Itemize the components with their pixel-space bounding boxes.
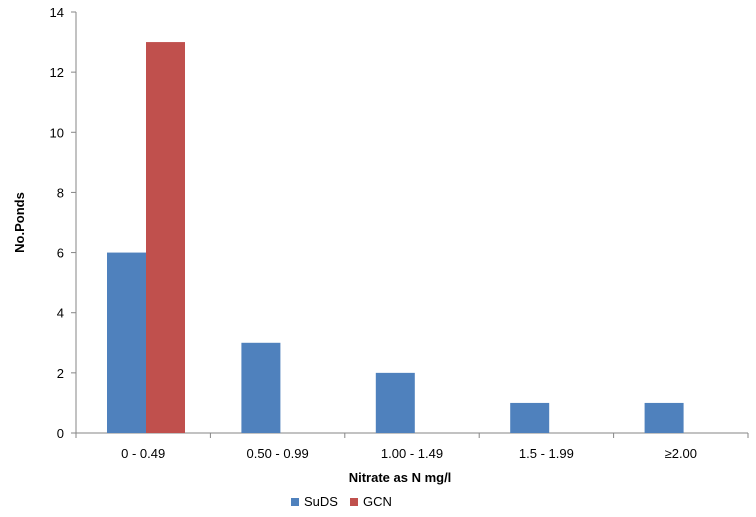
y-tick-label: 12 — [50, 65, 64, 80]
legend-swatch-suds — [291, 498, 299, 506]
y-tick-label: 14 — [50, 5, 64, 20]
bar-suds — [510, 402, 550, 433]
legend-label-gcn: GCN — [363, 494, 392, 509]
x-axis-title: Nitrate as N mg/l — [349, 470, 452, 485]
y-tick-label: 8 — [57, 185, 64, 200]
y-axis-title: No.Ponds — [12, 192, 27, 253]
y-tick-label: 10 — [50, 125, 64, 140]
x-axis: 0 - 0.49 0.50 - 0.99 1.00 - 1.49 1.5 - 1.99… — [75, 432, 749, 461]
x-tick-label: ≥2.00 — [665, 446, 697, 461]
x-tick-label: 1.5 - 1.99 — [519, 446, 574, 461]
legend: SuDS GCN — [291, 494, 392, 509]
legend-label-suds: SuDS — [304, 494, 338, 509]
bar-suds — [375, 372, 415, 433]
bar-suds — [107, 252, 146, 433]
x-tick-label: 0 - 0.49 — [121, 446, 165, 461]
bars — [107, 42, 684, 433]
x-tick-label: 0.50 - 0.99 — [247, 446, 309, 461]
legend-swatch-gcn — [350, 498, 358, 506]
x-tick-label: 1.00 - 1.49 — [381, 446, 443, 461]
y-tick-label: 4 — [57, 306, 64, 321]
bar-suds — [241, 342, 281, 433]
bar-gcn — [146, 42, 185, 433]
y-tick-label: 2 — [57, 366, 64, 381]
y-axis: 0 2 4 6 8 10 12 14 — [50, 5, 77, 441]
bar-suds — [644, 402, 684, 433]
y-tick-label: 6 — [57, 246, 64, 261]
y-tick-label: 0 — [57, 426, 64, 441]
